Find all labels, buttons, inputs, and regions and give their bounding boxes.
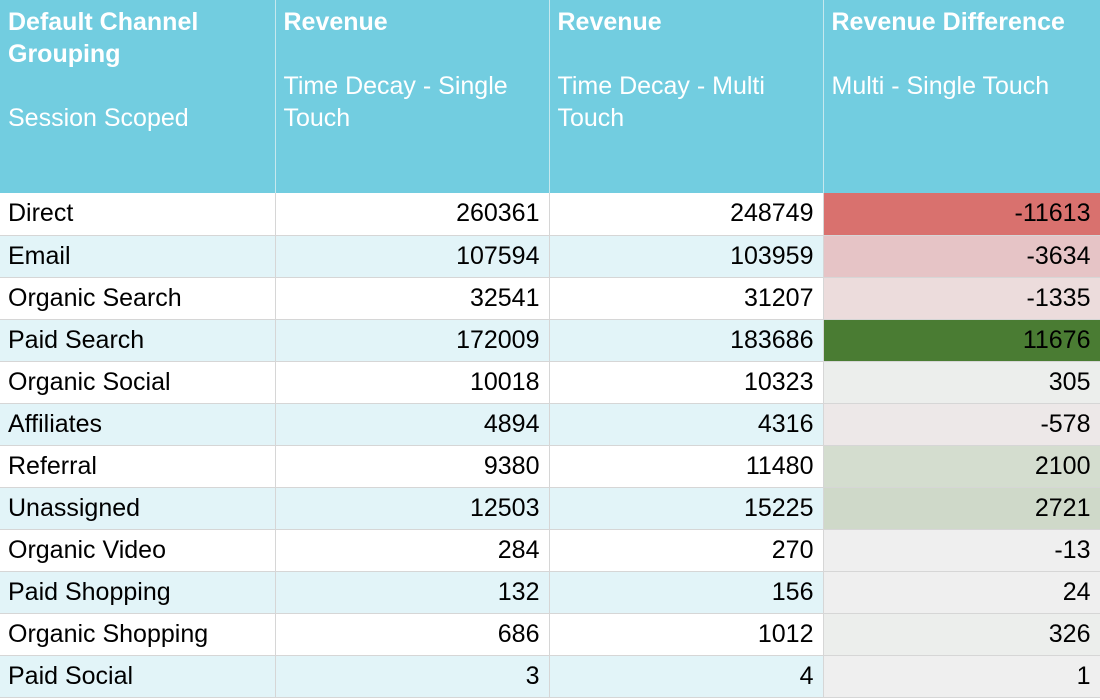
cell-multi-touch[interactable]: 156 <box>549 571 824 614</box>
cell-single-touch[interactable]: 9380 <box>275 445 550 488</box>
table-row: Organic Video 284 270 -13 <box>0 529 1100 572</box>
table-row: Organic Social 10018 10323 305 <box>0 361 1100 404</box>
cell-single-touch[interactable]: 107594 <box>275 235 550 278</box>
cell-multi-touch[interactable]: 15225 <box>549 487 824 530</box>
cell-channel[interactable]: Paid Shopping <box>0 571 276 614</box>
header-revenue-multi-touch[interactable]: Revenue Time Decay - Multi Touch <box>549 0 824 193</box>
cell-difference[interactable]: -3634 <box>823 235 1100 278</box>
cell-channel[interactable]: Organic Shopping <box>0 613 276 656</box>
cell-difference[interactable]: -13 <box>823 529 1100 572</box>
table-row: Direct 260361 248749 -11613 <box>0 193 1100 236</box>
cell-difference[interactable]: 2721 <box>823 487 1100 530</box>
cell-channel[interactable]: Direct <box>0 193 276 236</box>
cell-channel[interactable]: Referral <box>0 445 276 488</box>
header-title: Default Channel Grouping <box>8 8 199 68</box>
cell-channel[interactable]: Paid Social <box>0 655 276 698</box>
table-row: Paid Search 172009 183686 11676 <box>0 319 1100 362</box>
table-row: Unassigned 12503 15225 2721 <box>0 487 1100 530</box>
cell-channel[interactable]: Email <box>0 235 276 278</box>
header-revenue-difference[interactable]: Revenue Difference Multi - Single Touch <box>823 0 1100 193</box>
cell-channel[interactable]: Organic Social <box>0 361 276 404</box>
cell-channel[interactable]: Affiliates <box>0 403 276 446</box>
cell-difference[interactable]: 24 <box>823 571 1100 614</box>
table-row: Referral 9380 11480 2100 <box>0 445 1100 488</box>
table-row: Paid Social 3 4 1 <box>0 655 1100 698</box>
cell-single-touch[interactable]: 260361 <box>275 193 550 236</box>
cell-difference[interactable]: -1335 <box>823 277 1100 320</box>
table-row: Affiliates 4894 4316 -578 <box>0 403 1100 446</box>
cell-single-touch[interactable]: 132 <box>275 571 550 614</box>
cell-multi-touch[interactable]: 10323 <box>549 361 824 404</box>
cell-multi-touch[interactable]: 183686 <box>549 319 824 362</box>
cell-difference[interactable]: 11676 <box>823 319 1100 362</box>
cell-difference[interactable]: 305 <box>823 361 1100 404</box>
header-title: Revenue Difference <box>831 8 1065 36</box>
cell-multi-touch[interactable]: 31207 <box>549 277 824 320</box>
table-row: Organic Search 32541 31207 -1335 <box>0 277 1100 320</box>
table-row: Paid Shopping 132 156 24 <box>0 571 1100 614</box>
cell-single-touch[interactable]: 284 <box>275 529 550 572</box>
cell-single-touch[interactable]: 10018 <box>275 361 550 404</box>
cell-difference[interactable]: -11613 <box>823 193 1100 236</box>
header-row: Default Channel Grouping Session Scoped … <box>0 0 1100 193</box>
cell-multi-touch[interactable]: 1012 <box>549 613 824 656</box>
header-title: Revenue <box>557 8 662 36</box>
cell-single-touch[interactable]: 4894 <box>275 403 550 446</box>
cell-multi-touch[interactable]: 11480 <box>549 445 824 488</box>
cell-multi-touch[interactable]: 4 <box>549 655 824 698</box>
cell-multi-touch[interactable]: 270 <box>549 529 824 572</box>
cell-difference[interactable]: 326 <box>823 613 1100 656</box>
header-subtitle: Session Scoped <box>8 104 189 132</box>
header-revenue-single-touch[interactable]: Revenue Time Decay - Single Touch <box>275 0 550 193</box>
cell-single-touch[interactable]: 12503 <box>275 487 550 530</box>
cell-multi-touch[interactable]: 248749 <box>549 193 824 236</box>
cell-channel[interactable]: Organic Search <box>0 277 276 320</box>
header-subtitle: Time Decay - Multi Touch <box>557 72 765 132</box>
cell-single-touch[interactable]: 172009 <box>275 319 550 362</box>
cell-difference[interactable]: 2100 <box>823 445 1100 488</box>
cell-channel[interactable]: Organic Video <box>0 529 276 572</box>
table-row: Email 107594 103959 -3634 <box>0 235 1100 278</box>
header-channel-grouping[interactable]: Default Channel Grouping Session Scoped <box>0 0 276 193</box>
cell-multi-touch[interactable]: 103959 <box>549 235 824 278</box>
header-subtitle: Time Decay - Single Touch <box>283 72 508 132</box>
cell-multi-touch[interactable]: 4316 <box>549 403 824 446</box>
header-subtitle: Multi - Single Touch <box>831 72 1050 100</box>
cell-channel[interactable]: Unassigned <box>0 487 276 530</box>
cell-single-touch[interactable]: 32541 <box>275 277 550 320</box>
cell-difference[interactable]: -578 <box>823 403 1100 446</box>
cell-difference[interactable]: 1 <box>823 655 1100 698</box>
table-row: Organic Shopping 686 1012 326 <box>0 613 1100 656</box>
header-title: Revenue <box>283 8 388 36</box>
cell-channel[interactable]: Paid Search <box>0 319 276 362</box>
cell-single-touch[interactable]: 686 <box>275 613 550 656</box>
cell-single-touch[interactable]: 3 <box>275 655 550 698</box>
